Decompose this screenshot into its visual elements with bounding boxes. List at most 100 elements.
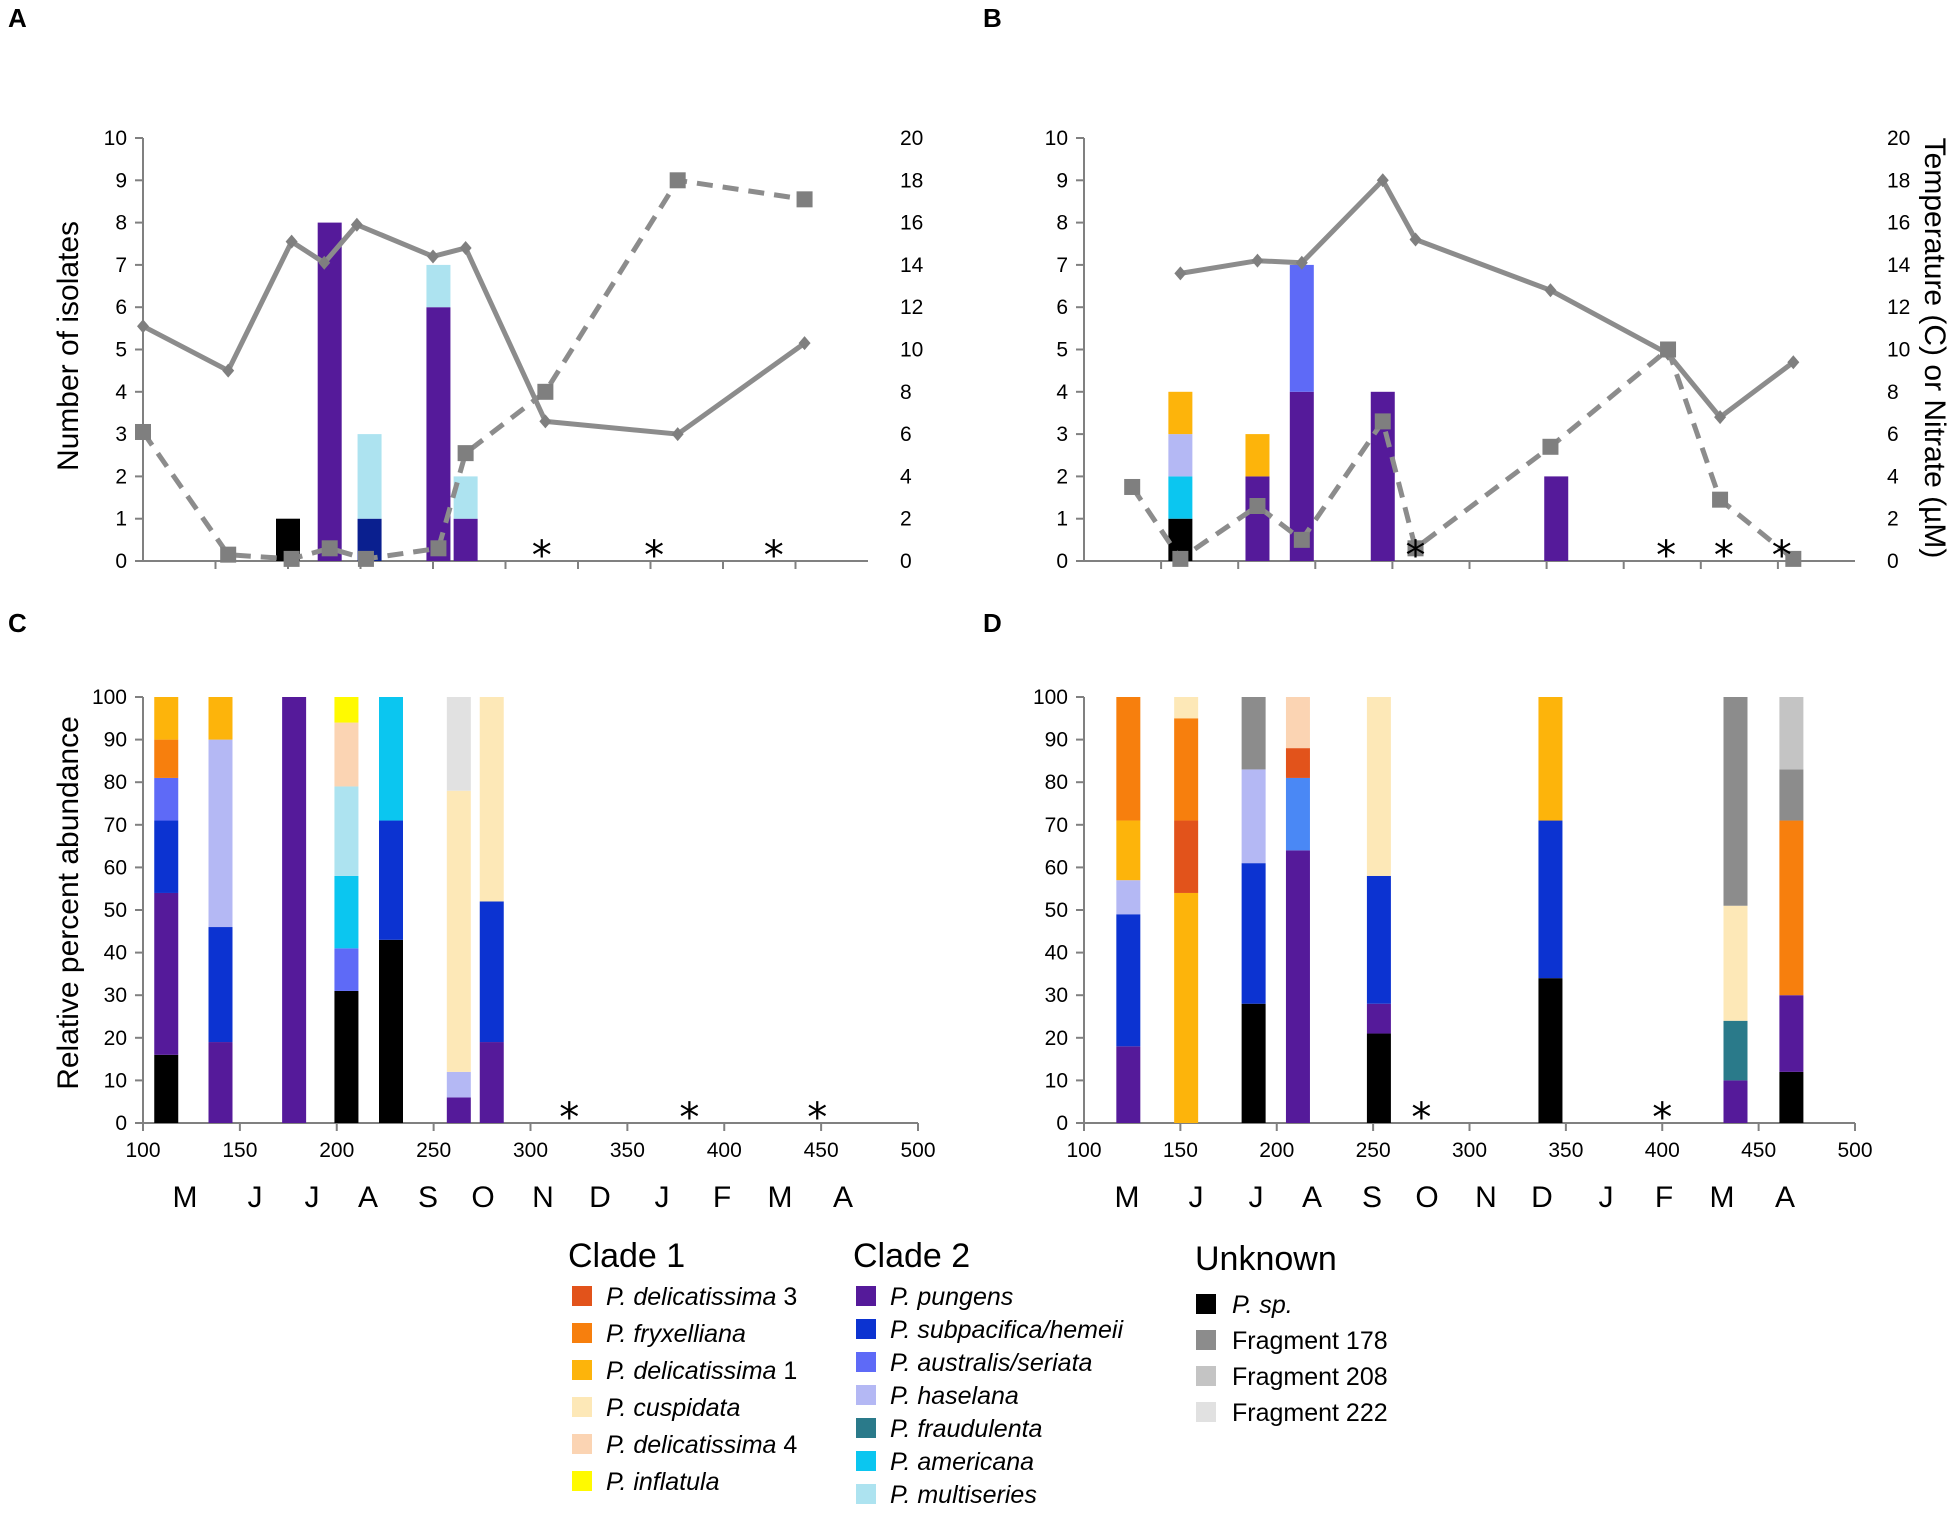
- y-tick-label-left-C: 50: [104, 899, 127, 922]
- legend-title-clade2: Clade 2: [853, 1237, 970, 1275]
- asterisk-C: *: [679, 1095, 699, 1141]
- y-tick-label-left-D: 20: [1045, 1027, 1068, 1050]
- legend-label-unknown: Fragment 222: [1232, 1399, 1388, 1427]
- y-tick-label-right-A: 16: [900, 212, 923, 235]
- line-temperature-A: [141, 221, 807, 437]
- y-tick-label-left-C: 100: [92, 686, 127, 709]
- bar-segment-D: [1779, 697, 1804, 770]
- y-tick-label-right-B: 10: [1887, 339, 1910, 362]
- legend-species: delicatissima: [633, 1283, 776, 1311]
- legend-label-clade1: P. delicatissima 4: [606, 1431, 797, 1459]
- bar-segment-C: [479, 697, 504, 902]
- legend-species: sp.: [1259, 1291, 1292, 1319]
- legend-species: fryxelliana: [633, 1320, 746, 1348]
- y-tick-label-left-B: 10: [1045, 127, 1068, 150]
- bar-segment-A: [453, 518, 478, 561]
- legend-swatch-clade2: [856, 1451, 876, 1471]
- legend-swatch-unknown: [1196, 1402, 1216, 1422]
- bar-segment-D: [1241, 697, 1266, 770]
- marker-nitrate-A: [430, 540, 447, 557]
- marker-temperature-A: [285, 234, 298, 249]
- y-tick-label-left-B: 2: [1056, 465, 1068, 488]
- y-tick-label-left-D: 40: [1045, 942, 1068, 965]
- y-tick-label-left-C: 30: [104, 984, 127, 1007]
- bar-segment-C: [208, 739, 233, 928]
- y-tick-label-right-B: 20: [1887, 127, 1910, 150]
- bar-segment-D: [1285, 850, 1310, 1123]
- y-tick-label-right-B: 6: [1887, 423, 1899, 446]
- month-label-d: J: [1249, 1181, 1264, 1214]
- y-tick-label-left-A: 3: [115, 423, 127, 446]
- asterisk-A: *: [644, 533, 664, 579]
- marker-temperature-B: [1174, 266, 1187, 281]
- legend-species: delicatissima: [633, 1357, 776, 1385]
- marker-nitrate-B: [1712, 491, 1729, 508]
- y-tick-label-right-B: 16: [1887, 212, 1910, 235]
- y-tick-label-left-C: 70: [104, 814, 127, 837]
- marker-nitrate-A: [457, 445, 474, 462]
- marker-temperature-A: [539, 414, 552, 429]
- bar-segment-A: [426, 264, 451, 308]
- bar-segment-C: [479, 901, 504, 1043]
- bar-segment-D: [1241, 1003, 1266, 1123]
- marker-nitrate-B: [1293, 531, 1310, 548]
- bar-segment-D: [1723, 1020, 1748, 1081]
- x-tick-label-D: 500: [1837, 1139, 1872, 1162]
- bar-segment-D: [1723, 697, 1748, 906]
- marker-nitrate-B: [1542, 438, 1559, 455]
- marker-nitrate-A: [796, 191, 813, 208]
- y-tick-label-right-A: 0: [900, 550, 912, 573]
- y-tick-label-left-A: 10: [104, 127, 127, 150]
- legend-swatch-unknown: [1196, 1366, 1216, 1386]
- legend-swatch-clade1: [572, 1286, 592, 1306]
- marker-temperature-B: [1376, 173, 1389, 188]
- month-label-c: A: [358, 1181, 378, 1214]
- month-label-c: J: [305, 1181, 320, 1214]
- legend-swatch-unknown: [1196, 1330, 1216, 1350]
- bar-segment-C: [446, 790, 471, 1072]
- marker-nitrate-A: [283, 550, 300, 567]
- legend-genus: P.: [1232, 1291, 1259, 1319]
- y-tick-label-right-A: 10: [900, 339, 923, 362]
- asterisk-D: *: [1411, 1095, 1431, 1141]
- legend-genus: P.: [890, 1415, 917, 1443]
- bar-segment-D: [1538, 697, 1563, 821]
- y-tick-label-left-D: 90: [1045, 729, 1068, 752]
- bar-segment-C: [282, 697, 307, 1123]
- month-label-c: O: [471, 1181, 494, 1214]
- marker-nitrate-A: [669, 172, 686, 189]
- legend-label-clade2: P. australis/seriata: [890, 1349, 1093, 1377]
- legend-swatch-unknown: [1196, 1294, 1216, 1314]
- y-tick-label-left-D: 100: [1033, 686, 1068, 709]
- legend-swatch-clade2: [856, 1286, 876, 1306]
- y-tick-label-right-A: 18: [900, 169, 923, 192]
- y-tick-label-left-B: 5: [1056, 339, 1068, 362]
- bar-segment-D: [1174, 892, 1199, 1123]
- month-label-d: S: [1362, 1181, 1382, 1214]
- y-axis-title-relative-abundance: Relative percent abundance: [52, 716, 85, 1090]
- bar-segment-C: [154, 739, 179, 778]
- marker-temperature-B: [1409, 232, 1422, 247]
- legend-genus: P.: [606, 1357, 633, 1385]
- x-tick-label-D: 300: [1452, 1139, 1487, 1162]
- bar-segment-C: [154, 820, 179, 893]
- bar-segment-C: [334, 697, 359, 723]
- marker-temperature-B: [1787, 355, 1800, 370]
- legend-species: australis/seriata: [917, 1349, 1092, 1377]
- y-tick-label-right-B: 12: [1887, 296, 1910, 319]
- marker-temperature-A: [137, 319, 149, 334]
- y-tick-label-left-C: 90: [104, 729, 127, 752]
- marker-temperature-A: [222, 363, 235, 378]
- x-tick-label-D: 250: [1356, 1139, 1391, 1162]
- y-tick-label-right-B: 8: [1887, 381, 1899, 404]
- x-tick-label-C: 450: [804, 1139, 839, 1162]
- y-tick-label-left-A: 2: [115, 465, 127, 488]
- bar-segment-C: [334, 875, 359, 949]
- month-label-d: F: [1655, 1181, 1673, 1214]
- marker-temperature-B: [1544, 283, 1557, 298]
- panel-label-b: B: [983, 3, 1002, 33]
- bar-segment-D: [1285, 748, 1310, 778]
- marker-nitrate-A: [537, 383, 554, 400]
- bar-segment-D: [1723, 905, 1748, 1021]
